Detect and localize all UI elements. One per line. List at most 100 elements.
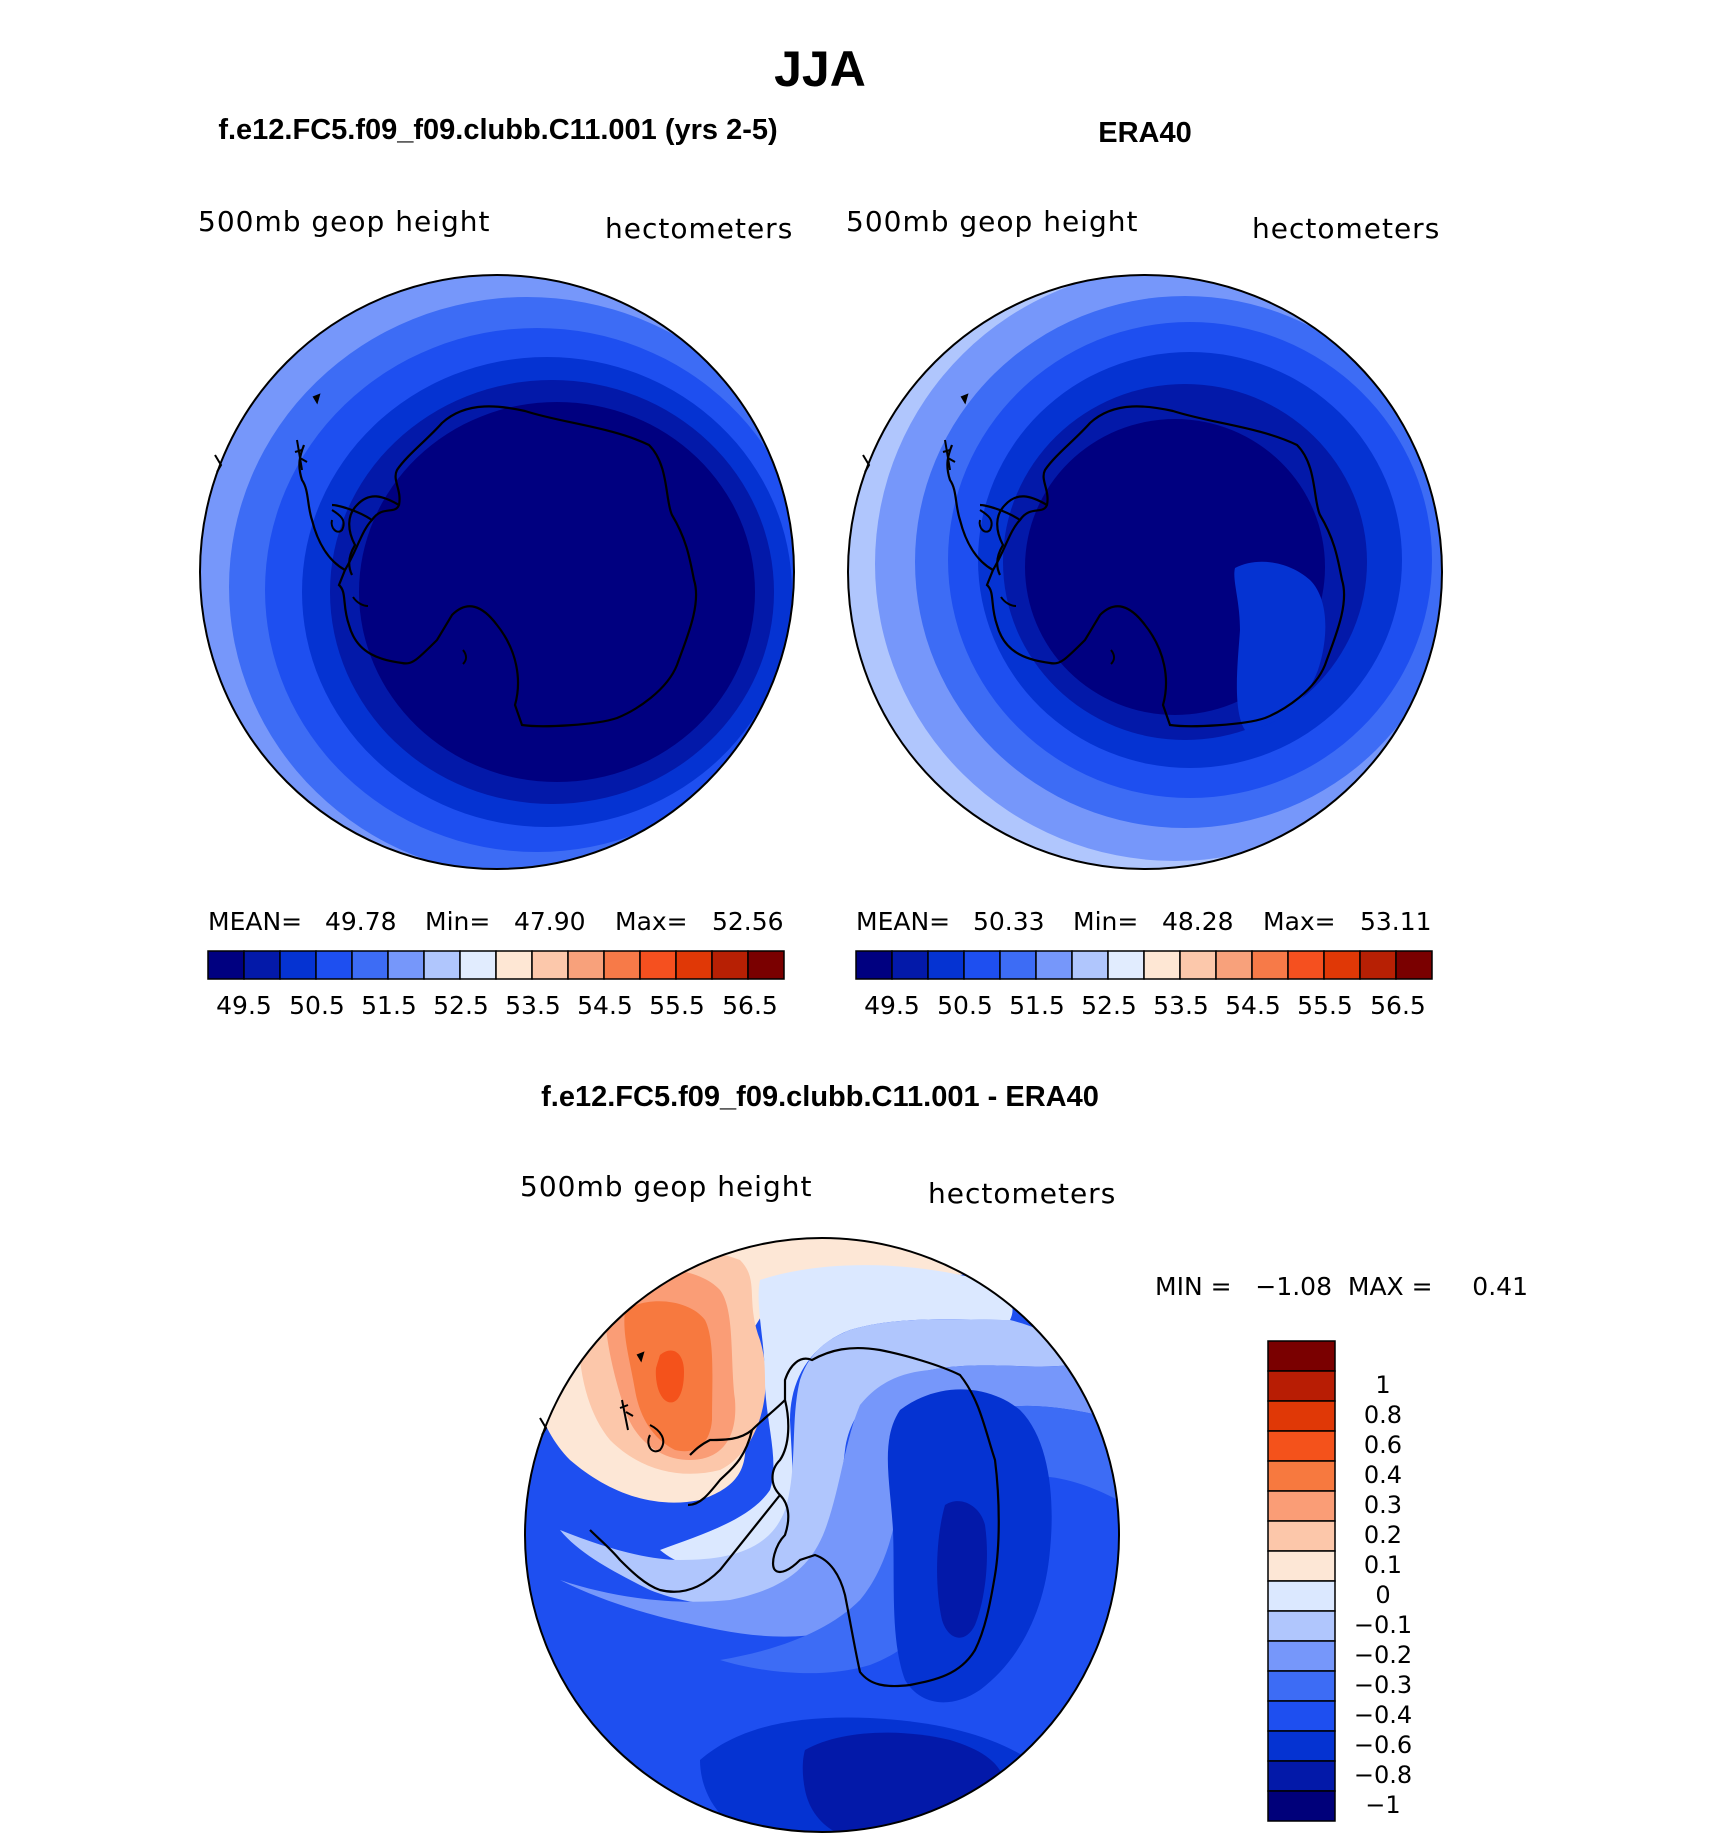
panel-model-colorbar-label: 51.5 bbox=[361, 991, 417, 1020]
colorbar-swatch bbox=[1267, 1460, 1336, 1492]
panel-era40-colorbar-label: 56.5 bbox=[1370, 991, 1426, 1020]
colorbar-swatch bbox=[1267, 1580, 1336, 1612]
panel-model-colorbar-label: 56.5 bbox=[722, 991, 778, 1020]
panel-era40-colorbar-label: 51.5 bbox=[1009, 991, 1065, 1020]
panel-model-stats: MEAN= 49.78 Min= 47.90 Max= 52.56 bbox=[208, 907, 784, 936]
colorbar-swatch bbox=[1395, 950, 1433, 980]
panel-difference-colorbar bbox=[1267, 1340, 1336, 1822]
colorbar-swatch bbox=[1267, 1340, 1336, 1372]
panel-difference-colorbar-label: 0.6 bbox=[1364, 1431, 1402, 1459]
panel-difference-colorbar-label: 0 bbox=[1375, 1581, 1390, 1609]
panel-difference-colorbar-label: −0.6 bbox=[1354, 1731, 1412, 1759]
colorbar-swatch bbox=[927, 950, 965, 980]
colorbar-swatch bbox=[1267, 1700, 1336, 1732]
colorbar-swatch bbox=[747, 950, 785, 980]
panel-era40-min-value: 48.28 bbox=[1162, 907, 1234, 936]
colorbar-swatch bbox=[999, 950, 1037, 980]
colorbar-swatch bbox=[423, 950, 461, 980]
colorbar-swatch bbox=[1267, 1520, 1336, 1552]
colorbar-swatch bbox=[1267, 1730, 1336, 1762]
panel-era40-variable-label: 500mb geop height bbox=[846, 205, 1138, 238]
colorbar-swatch bbox=[1267, 1640, 1336, 1672]
panel-model: f.e12.FC5.f09_f09.clubb.C11.001 (yrs 2-5… bbox=[198, 114, 795, 1020]
colorbar-swatch bbox=[1359, 950, 1397, 980]
panel-model-max-value: 52.56 bbox=[712, 907, 784, 936]
panel-difference-title: f.e12.FC5.f09_f09.clubb.C11.001 - ERA40 bbox=[541, 1081, 1099, 1113]
colorbar-swatch bbox=[243, 950, 281, 980]
colorbar-swatch bbox=[531, 950, 569, 980]
panel-era40: ERA40 500mb geop height hectometers MEAN… bbox=[846, 117, 1443, 1020]
colorbar-swatch bbox=[495, 950, 533, 980]
panel-era40-colorbar-label: 49.5 bbox=[864, 991, 920, 1020]
panel-era40-title: ERA40 bbox=[1098, 117, 1192, 149]
panel-model-units-label: hectometers bbox=[605, 212, 793, 245]
panel-era40-coastline bbox=[862, 393, 1346, 728]
panel-model-colorbar-label: 53.5 bbox=[505, 991, 561, 1020]
panel-model-colorbar-labels: 49.5 50.5 51.5 52.5 53.5 54.5 55.5 56.5 bbox=[216, 991, 778, 1020]
colorbar-swatch bbox=[639, 950, 677, 980]
panel-difference-colorbar-label: −0.3 bbox=[1354, 1671, 1412, 1699]
panel-difference-colorbar-label: 0.4 bbox=[1364, 1461, 1402, 1489]
contour-band bbox=[359, 402, 755, 782]
panel-era40-mean-label: MEAN= bbox=[856, 907, 950, 936]
panel-model-colorbar-label: 54.5 bbox=[577, 991, 633, 1020]
colorbar-swatch bbox=[1143, 950, 1181, 980]
panel-difference-units-label: hectometers bbox=[928, 1177, 1116, 1210]
panel-model-map-border bbox=[199, 274, 795, 870]
colorbar-swatch bbox=[1267, 1400, 1336, 1432]
colorbar-swatch bbox=[1107, 950, 1145, 980]
panel-model-colorbar-label: 52.5 bbox=[433, 991, 489, 1020]
colorbar-swatch bbox=[711, 950, 749, 980]
panel-era40-map bbox=[848, 275, 1442, 869]
panel-era40-colorbar bbox=[855, 950, 1433, 980]
colorbar-swatch bbox=[1267, 1550, 1336, 1582]
panel-difference-colorbar-label: −0.1 bbox=[1354, 1611, 1412, 1639]
colorbar-swatch bbox=[1323, 950, 1361, 980]
panel-difference-colorbar-label: 0.1 bbox=[1364, 1551, 1402, 1579]
colorbar-swatch bbox=[603, 950, 641, 980]
panel-difference-colorbar-label: 0.2 bbox=[1364, 1521, 1402, 1549]
colorbar-swatch bbox=[567, 950, 605, 980]
colorbar-swatch bbox=[1035, 950, 1073, 980]
colorbar-swatch bbox=[315, 950, 353, 980]
colorbar-swatch bbox=[1251, 950, 1289, 980]
panel-difference-colorbar-label: −0.4 bbox=[1354, 1701, 1412, 1729]
panel-difference-coastline bbox=[539, 1346, 1000, 1688]
panel-era40-mean-value: 50.33 bbox=[973, 907, 1045, 936]
panel-difference-colorbar-label: 0.8 bbox=[1364, 1401, 1402, 1429]
colorbar-swatch bbox=[855, 950, 893, 980]
colorbar-swatch bbox=[1179, 950, 1217, 980]
panel-era40-units-label: hectometers bbox=[1252, 212, 1440, 245]
colorbar-swatch bbox=[1267, 1670, 1336, 1702]
colorbar-swatch bbox=[1267, 1370, 1336, 1402]
panel-era40-colorbar-label: 50.5 bbox=[937, 991, 993, 1020]
panel-model-colorbar bbox=[207, 950, 785, 980]
colorbar-swatch bbox=[1215, 950, 1253, 980]
panel-model-colorbar-label: 55.5 bbox=[649, 991, 705, 1020]
panel-model-coastline bbox=[214, 393, 698, 728]
colorbar-swatch bbox=[1267, 1790, 1336, 1822]
panel-era40-max-label: Max= bbox=[1263, 907, 1336, 936]
panel-era40-colorbar-label: 54.5 bbox=[1225, 991, 1281, 1020]
panel-difference-colorbar-labels: 1 0.8 0.6 0.4 0.3 0.2 0.1 0 −0.1 −0.2 −0… bbox=[1354, 1371, 1412, 1819]
panel-model-colorbar-label: 50.5 bbox=[289, 991, 345, 1020]
panel-era40-colorbar-labels: 49.5 50.5 51.5 52.5 53.5 54.5 55.5 56.5 bbox=[864, 991, 1426, 1020]
colorbar-swatch bbox=[1287, 950, 1325, 980]
colorbar-swatch bbox=[1071, 950, 1109, 980]
panel-difference-map bbox=[525, 1238, 1119, 1832]
panel-era40-colorbar-label: 55.5 bbox=[1297, 991, 1353, 1020]
panel-model-variable-label: 500mb geop height bbox=[198, 205, 490, 238]
panel-difference-colorbar-label: 1 bbox=[1375, 1371, 1390, 1399]
colorbar-swatch bbox=[279, 950, 317, 980]
panel-difference-colorbar-label: −1 bbox=[1365, 1791, 1400, 1819]
colorbar-swatch bbox=[351, 950, 389, 980]
colorbar-swatch bbox=[1267, 1610, 1336, 1642]
colorbar-swatch bbox=[1267, 1430, 1336, 1462]
colorbar-swatch bbox=[1267, 1760, 1336, 1792]
panel-model-mean-value: 49.78 bbox=[325, 907, 397, 936]
panel-era40-colorbar-label: 52.5 bbox=[1081, 991, 1137, 1020]
panel-era40-stats: MEAN= 50.33 Min= 48.28 Max= 53.11 bbox=[856, 907, 1432, 936]
panel-model-mean-label: MEAN= bbox=[208, 907, 302, 936]
panel-model-min-value: 47.90 bbox=[514, 907, 586, 936]
colorbar-swatch bbox=[675, 950, 713, 980]
